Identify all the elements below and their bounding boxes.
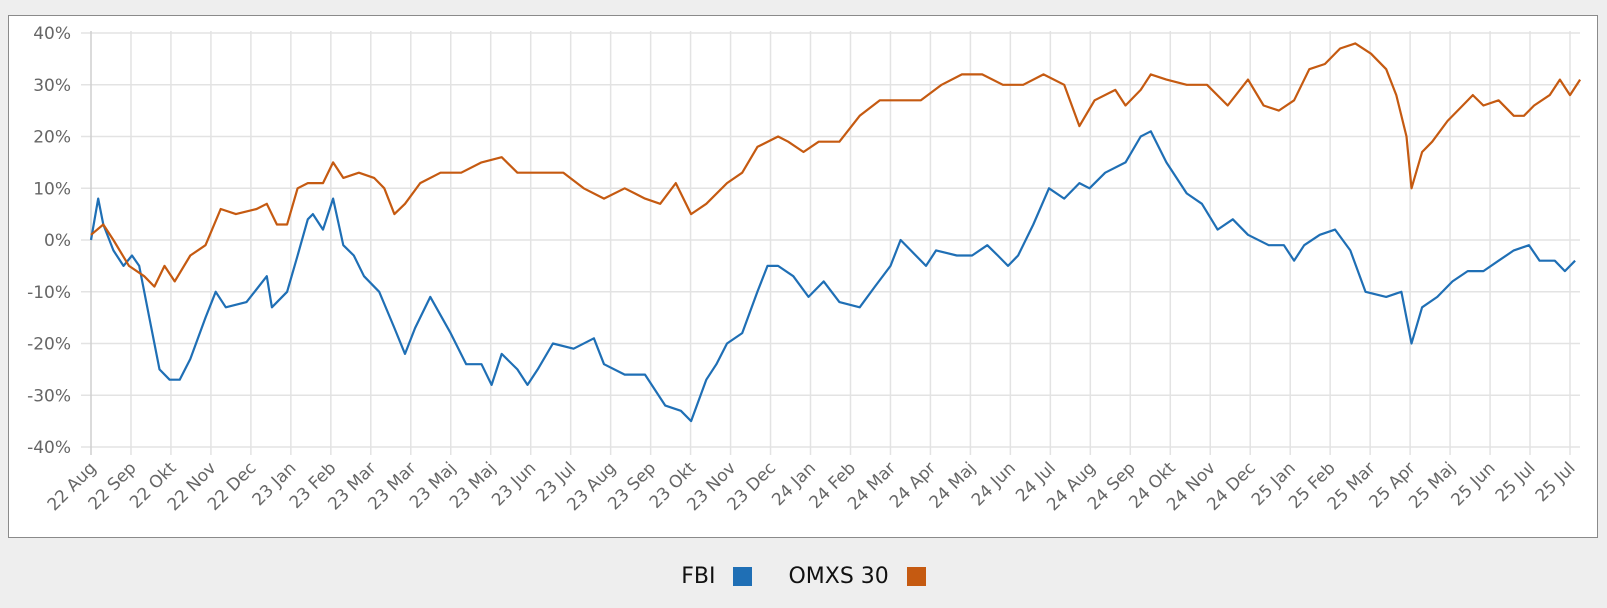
legend-label: OMXS 30 — [788, 564, 889, 589]
legend-item-omxs30[interactable]: OMXS 30 — [788, 564, 926, 589]
legend-swatch — [906, 567, 926, 586]
y-axis: 40% 30% 20% 10% 0% -10% -20% -30% -40% — [27, 24, 71, 458]
x-tick-label: 24 Jun — [968, 458, 1020, 510]
series-line-fbi — [89, 130, 1576, 423]
y-tick-label: -20% — [27, 335, 71, 355]
y-tick-label: 40% — [33, 24, 71, 44]
x-tick-label: 25 Jul — [1532, 458, 1580, 506]
legend-label: FBI — [681, 564, 716, 589]
y-tick-label: -10% — [27, 283, 71, 303]
chart-frame — [8, 15, 1598, 538]
legend: FBI OMXS 30 — [0, 564, 1607, 589]
x-tick-label: 23 Jun — [488, 458, 540, 510]
y-tick-label: 0% — [44, 231, 71, 251]
y-tick-label: -40% — [27, 438, 71, 458]
line-chart: 40% 30% 20% 10% 0% -10% -20% -30% -40% 22 Aug22 … — [27, 24, 1582, 515]
legend-item-fbi[interactable]: FBI — [681, 564, 753, 589]
y-tick-label: 20% — [33, 128, 71, 148]
y-tick-label: -30% — [27, 386, 71, 406]
legend-swatch — [733, 567, 753, 586]
x-tick-label: 25 Jun — [1448, 458, 1500, 510]
series-lines — [89, 42, 1582, 423]
y-tick-label: 10% — [33, 179, 71, 199]
grid — [81, 31, 1580, 455]
x-tick-label: 25 Jul — [1492, 458, 1540, 506]
y-tick-label: 30% — [33, 76, 71, 96]
series-line-omxs30 — [90, 42, 1582, 288]
